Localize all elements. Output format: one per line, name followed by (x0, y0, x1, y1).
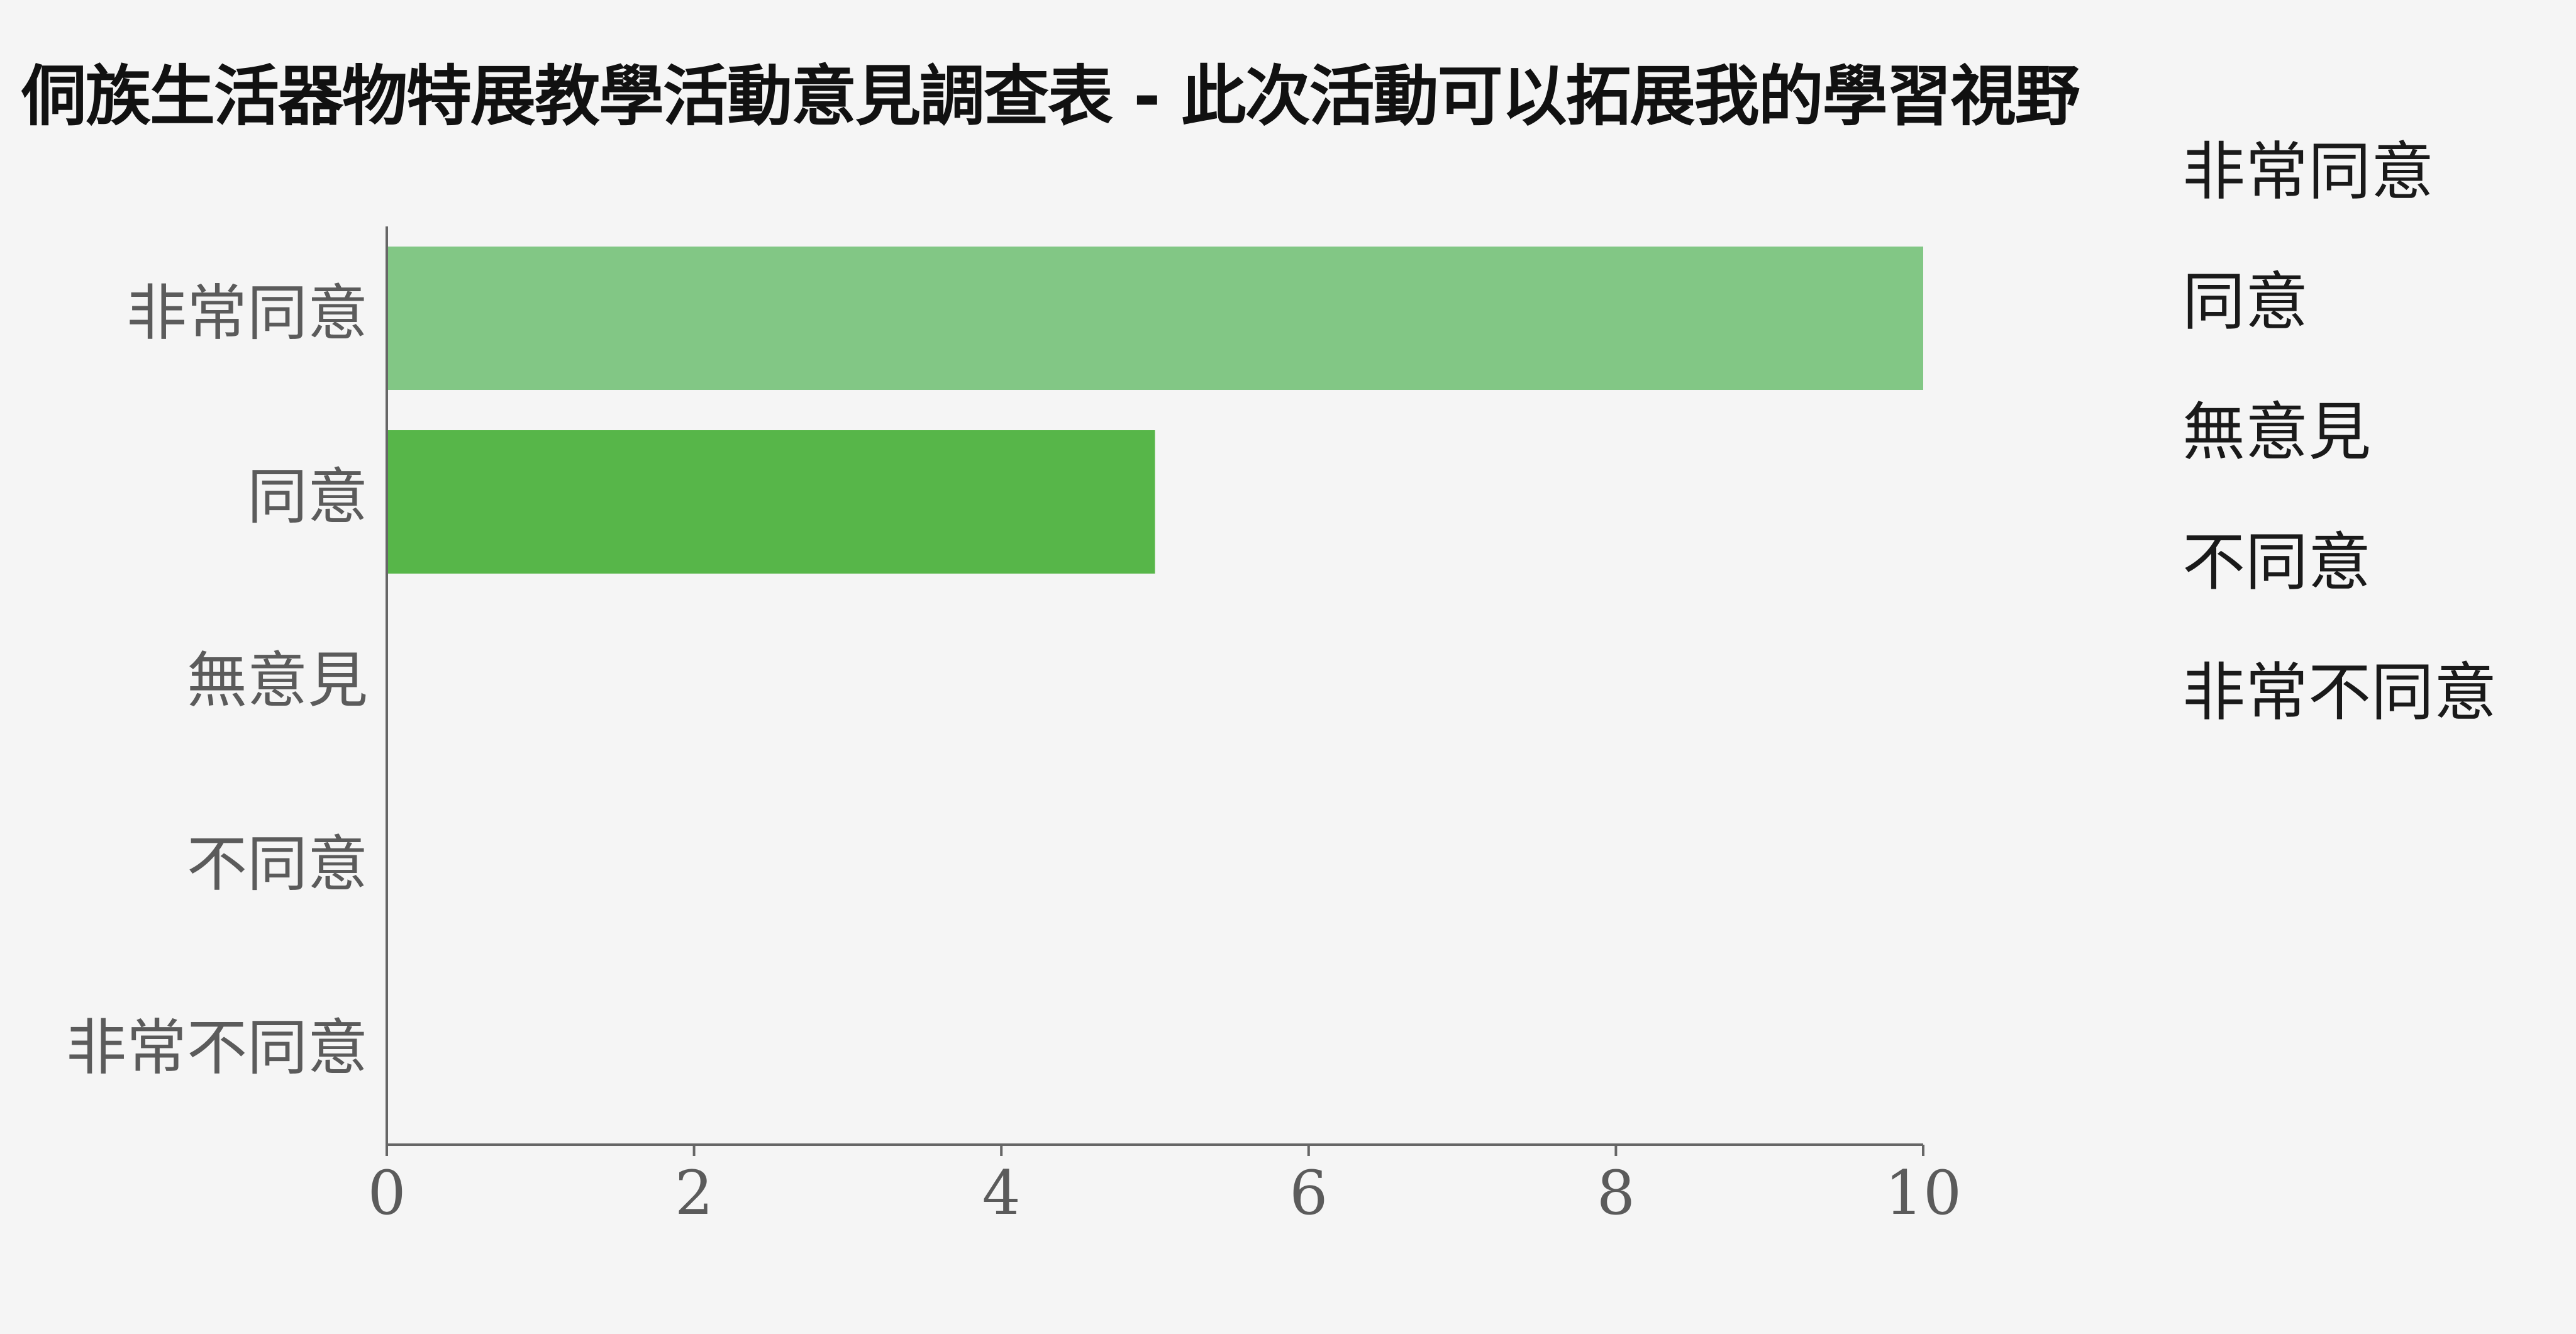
legend-entry: 非常同意 (2182, 135, 2434, 208)
category-label: 非常不同意 (66, 1013, 368, 1083)
legend-entry: 非常不同意 (2182, 655, 2497, 729)
category-label: 無意見 (187, 645, 368, 716)
x-tick-label: 6 (1289, 1158, 1328, 1228)
category-label: 同意 (247, 462, 368, 532)
category-label: 非常同意 (126, 278, 368, 348)
legend-entry: 無意見 (2182, 395, 2371, 469)
category-label: 不同意 (187, 829, 368, 899)
bar-1 (388, 247, 1923, 390)
x-tick-label: 0 (367, 1158, 406, 1228)
x-tick-label: 4 (982, 1158, 1021, 1228)
chart-title: 侗族生活器物特展教學活動意見調查表 - 此次活動可以拓展我的學習視野 (21, 58, 2080, 135)
bar-2 (388, 430, 1155, 574)
x-tick-label: 2 (675, 1158, 713, 1228)
legend-entry: 同意 (2182, 265, 2308, 338)
x-tick-label: 10 (1885, 1158, 1962, 1228)
x-tick-label: 8 (1597, 1158, 1635, 1228)
legend-entry: 不同意 (2182, 525, 2371, 599)
